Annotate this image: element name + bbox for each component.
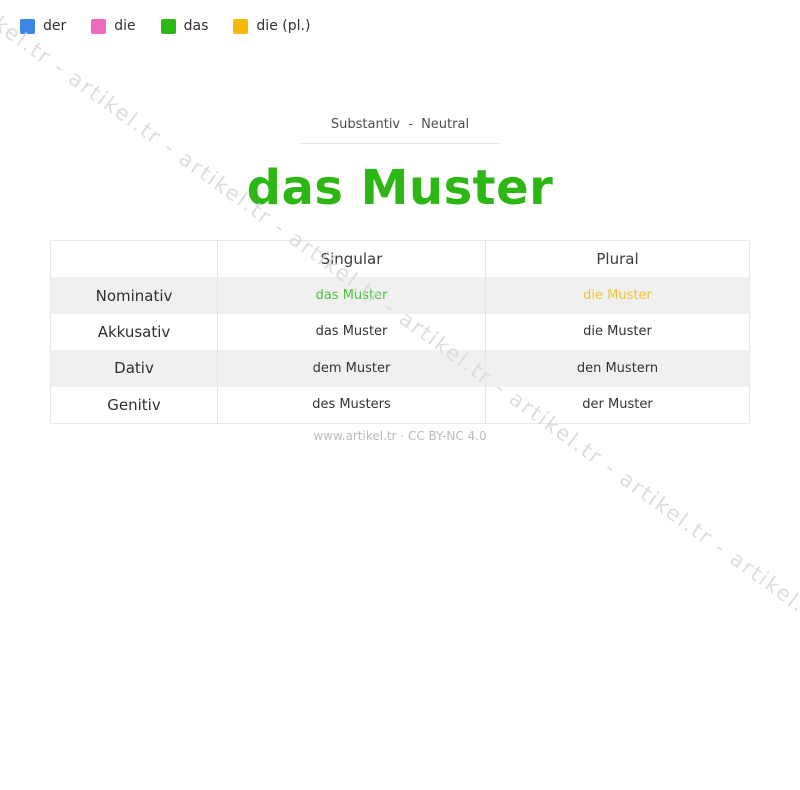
genitiv-plural-cell: der Muster [485, 386, 749, 423]
footer-credit: www.artikel.tr · CC BY-NC 4.0 [313, 429, 487, 443]
akkusativ-singular-cell: das Muster [217, 313, 485, 351]
die-color-swatch [91, 18, 107, 34]
legend-item-der: der [20, 18, 66, 34]
dativ-plural-cell: den Mustern [485, 350, 749, 387]
der-color-swatch [20, 18, 35, 34]
die-plural-color-swatch [233, 18, 249, 34]
page-title: das Muster [246, 160, 554, 216]
nominativ-plural-cell: die Muster [485, 277, 749, 314]
das-color-swatch [160, 18, 176, 34]
header-cell-singular: Singular [217, 241, 485, 278]
word-type-heading: Substantiv - Neutral [300, 117, 500, 144]
genitiv-singular-cell: des Musters [217, 386, 485, 423]
table-row-dativ: Dativ dem Muster den Mustern [51, 350, 749, 387]
case-label-nominativ: Nominativ [95, 286, 173, 305]
legend-item-die-plural: die (pl.) [233, 18, 310, 34]
legend-item-das: das [160, 18, 209, 34]
table-row-akkusativ: Akkusativ das Muster die Muster [51, 313, 749, 351]
case-label-akkusativ: Akkusativ [97, 322, 171, 341]
nominativ-singular-cell: das Muster [217, 277, 485, 314]
header-cell-empty [51, 241, 217, 277]
table-row-nominativ: Nominativ das Muster die Muster [51, 277, 749, 314]
akkusativ-plural-cell: die Muster [485, 313, 749, 351]
case-label-genitiv: Genitiv [107, 395, 161, 414]
article-color-legend: der die das die (pl.) [20, 18, 310, 34]
legend-label-das: das [183, 18, 209, 34]
case-label-dativ: Dativ [114, 359, 154, 378]
legend-label-der: der [43, 18, 67, 34]
header-cell-plural: Plural [485, 241, 749, 278]
legend-item-die: die [91, 18, 136, 34]
legend-label-die: die [114, 18, 136, 34]
declension-table: Singular Plural Nominativ das Muster die… [50, 240, 750, 424]
table-row-genitiv: Genitiv des Musters der Muster [51, 386, 749, 423]
legend-label-die-plural: die (pl.) [256, 18, 311, 34]
table-header-row: Singular Plural [51, 241, 749, 278]
dativ-singular-cell: dem Muster [217, 350, 485, 387]
